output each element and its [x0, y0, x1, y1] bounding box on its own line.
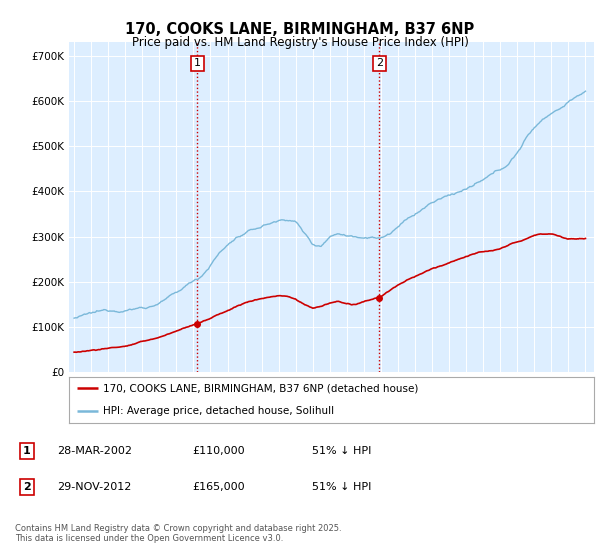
Text: 2: 2: [23, 482, 31, 492]
Text: HPI: Average price, detached house, Solihull: HPI: Average price, detached house, Soli…: [103, 407, 334, 416]
Text: 1: 1: [23, 446, 31, 456]
Text: 28-MAR-2002: 28-MAR-2002: [57, 446, 132, 456]
Text: 2: 2: [376, 58, 383, 68]
Text: Contains HM Land Registry data © Crown copyright and database right 2025.
This d: Contains HM Land Registry data © Crown c…: [15, 524, 341, 543]
Text: 51% ↓ HPI: 51% ↓ HPI: [312, 446, 371, 456]
Text: 51% ↓ HPI: 51% ↓ HPI: [312, 482, 371, 492]
Text: 170, COOKS LANE, BIRMINGHAM, B37 6NP: 170, COOKS LANE, BIRMINGHAM, B37 6NP: [125, 22, 475, 38]
Text: £110,000: £110,000: [192, 446, 245, 456]
Text: 1: 1: [194, 58, 201, 68]
Text: 29-NOV-2012: 29-NOV-2012: [57, 482, 131, 492]
Text: 170, COOKS LANE, BIRMINGHAM, B37 6NP (detached house): 170, COOKS LANE, BIRMINGHAM, B37 6NP (de…: [103, 384, 419, 393]
Text: Price paid vs. HM Land Registry's House Price Index (HPI): Price paid vs. HM Land Registry's House …: [131, 36, 469, 49]
Text: £165,000: £165,000: [192, 482, 245, 492]
